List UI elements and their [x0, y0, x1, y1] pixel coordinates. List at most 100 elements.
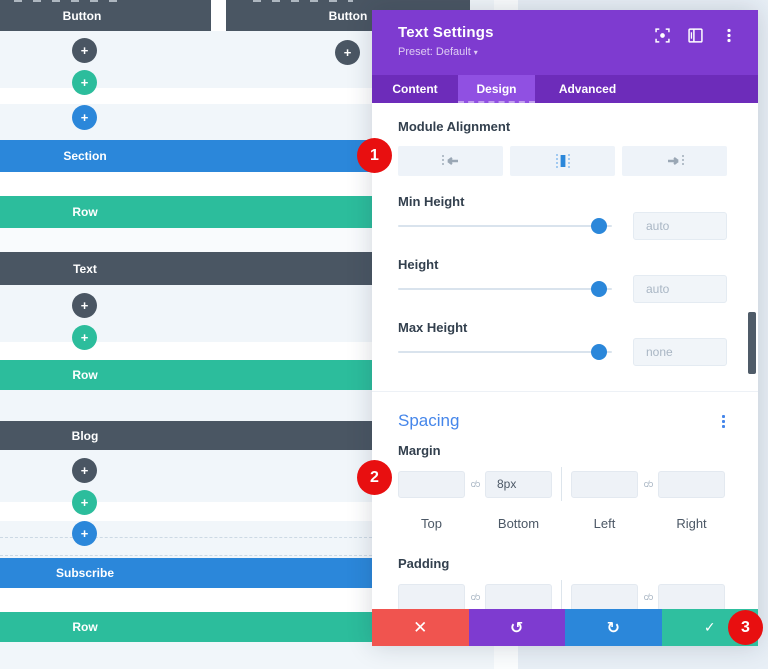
padding-left-input[interactable] [571, 583, 638, 609]
module-toolbar-icons [14, 0, 124, 2]
height-label: Height [398, 257, 439, 272]
field-label-left: Left [593, 515, 616, 531]
section-block[interactable]: Section [0, 140, 372, 172]
max-height-slider[interactable] [398, 337, 612, 367]
row-block-1[interactable]: Row [0, 196, 372, 228]
align-right-icon [667, 155, 684, 167]
add-module-button[interactable]: + [72, 293, 97, 318]
row-label: Row [72, 620, 98, 634]
padding-top-input[interactable] [398, 583, 465, 609]
row-block-2[interactable]: Row [0, 360, 372, 390]
undo-button[interactable]: ↺ [468, 609, 565, 646]
row-label: Row [72, 205, 98, 219]
field-group-divider [561, 467, 562, 501]
panel-layout-icon[interactable] [688, 28, 703, 43]
link-values-icon[interactable]: c/ɔ [470, 592, 481, 602]
slider-thumb[interactable] [591, 344, 608, 360]
section-gap [0, 172, 372, 196]
link-values-icon[interactable]: c/ɔ [643, 592, 654, 602]
module-block-blog[interactable]: Blog [0, 421, 372, 450]
margin-right-input[interactable] [658, 470, 725, 498]
margin-label: Margin [398, 443, 441, 458]
add-section-button[interactable]: + [72, 105, 97, 130]
add-section-button[interactable]: + [72, 521, 97, 546]
add-row-button[interactable]: + [72, 70, 97, 95]
module-gap [211, 0, 226, 31]
redo-button[interactable]: ↻ [565, 609, 662, 646]
link-values-icon[interactable]: c/ɔ [470, 479, 481, 489]
max-height-label: Max Height [398, 320, 468, 335]
module-toolbar-icons [253, 0, 353, 2]
module-label: Button [62, 8, 102, 23]
module-alignment-label: Module Alignment [398, 119, 511, 134]
add-module-button[interactable]: + [72, 38, 97, 63]
slider-track [398, 288, 612, 290]
margin-left-input[interactable] [571, 470, 638, 498]
redo-icon: ↻ [606, 618, 620, 637]
focus-zoom-icon[interactable] [655, 28, 670, 43]
plus-icon: + [80, 43, 89, 58]
height-input[interactable] [633, 275, 727, 303]
plus-icon: + [80, 330, 89, 345]
padding-bottom-input[interactable] [485, 583, 552, 609]
row-block-3[interactable]: Row [0, 612, 372, 642]
align-left-button[interactable] [398, 146, 503, 176]
section-gap [0, 342, 372, 360]
add-module-button[interactable]: + [335, 40, 360, 65]
slider-thumb[interactable] [591, 281, 608, 297]
more-options-icon[interactable] [721, 28, 736, 43]
max-height-input[interactable] [633, 338, 727, 366]
module-block-subscribe[interactable]: Subscribe [0, 558, 372, 588]
check-icon: ✓ [703, 619, 716, 636]
discard-button[interactable]: ✕ [372, 609, 469, 646]
row-label: Row [72, 368, 98, 382]
text-settings-modal: Text Settings Preset: Default ▾ Content D… [372, 10, 758, 646]
add-module-button[interactable]: + [72, 458, 97, 483]
module-label: Text [73, 261, 97, 276]
module-block-text[interactable]: Text [0, 252, 372, 285]
option-group-divider [372, 391, 758, 392]
plus-icon: + [80, 463, 89, 478]
section-dashed-border [0, 537, 372, 538]
field-label-top: Top [421, 515, 442, 531]
section-gap [0, 88, 372, 104]
slider-track [398, 351, 612, 353]
tab-design[interactable]: Design [458, 75, 535, 103]
annotation-badge-3: 3 [728, 610, 763, 645]
chevron-down-icon: ▾ [473, 48, 478, 57]
slider-thumb[interactable] [591, 218, 608, 234]
margin-top-input[interactable] [398, 470, 465, 498]
min-height-label: Min Height [398, 194, 465, 209]
annotation-badge-2: 2 [357, 460, 392, 495]
min-height-slider[interactable] [398, 211, 612, 241]
modal-scrollbar-thumb[interactable] [748, 312, 756, 374]
spacing-options-icon[interactable] [720, 413, 727, 430]
plus-icon: + [80, 110, 89, 125]
modal-title: Text Settings [398, 24, 494, 41]
spacing-section-title: Spacing [398, 411, 460, 430]
module-block-button-1[interactable]: Button [0, 0, 211, 31]
height-slider[interactable] [398, 274, 612, 304]
section-dashed-border [0, 555, 372, 556]
align-center-button[interactable] [510, 146, 615, 176]
align-right-button[interactable] [622, 146, 727, 176]
add-row-button[interactable]: + [72, 325, 97, 350]
align-left-icon [441, 155, 458, 167]
tab-advanced[interactable]: Advanced [558, 82, 617, 96]
align-center-icon [555, 154, 570, 168]
plus-icon: + [80, 75, 89, 90]
min-height-input[interactable] [633, 212, 727, 240]
tab-content[interactable]: Content [392, 82, 438, 96]
padding-right-input[interactable] [658, 583, 725, 609]
padding-label: Padding [398, 556, 450, 571]
module-label: Subscribe [55, 566, 115, 580]
link-values-icon[interactable]: c/ɔ [643, 479, 654, 489]
margin-bottom-input[interactable] [485, 470, 552, 498]
preset-label: Preset: Default [398, 46, 471, 58]
plus-icon: + [80, 526, 89, 541]
section-gap [0, 588, 372, 612]
add-row-button[interactable]: + [72, 490, 97, 515]
preset-selector[interactable]: Preset: Default ▾ [398, 46, 758, 58]
modal-header: Text Settings Preset: Default ▾ [372, 10, 758, 75]
